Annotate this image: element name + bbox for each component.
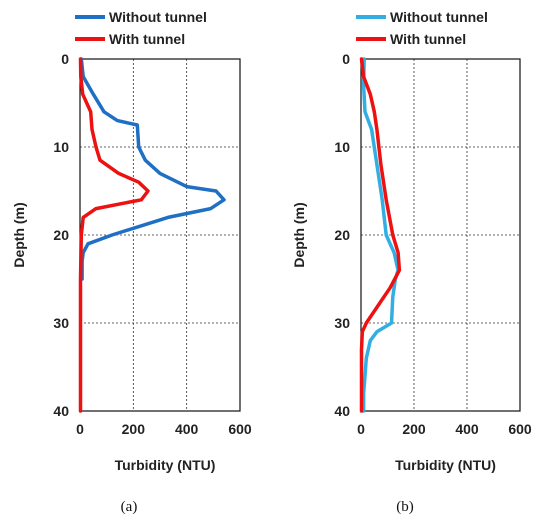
series-line-with-tunnel bbox=[359, 57, 402, 413]
y-tick-label: 30 bbox=[334, 315, 350, 331]
y-tick-label: 40 bbox=[334, 403, 350, 419]
y-tick-label: 0 bbox=[342, 51, 350, 67]
y-tick-label: 10 bbox=[334, 139, 350, 155]
y-tick-label: 20 bbox=[334, 227, 350, 243]
legend-label: Without tunnel bbox=[390, 9, 488, 25]
series-line-with-tunnel bbox=[78, 57, 150, 413]
y-axis-label: Depth (m) bbox=[291, 202, 307, 267]
legend-label: With tunnel bbox=[390, 31, 466, 47]
y-tick-label: 30 bbox=[53, 315, 69, 331]
x-tick-label: 600 bbox=[508, 421, 532, 437]
y-axis-label: Depth (m) bbox=[11, 202, 27, 267]
plot-frame bbox=[360, 58, 521, 412]
x-tick-label: 400 bbox=[455, 421, 479, 437]
x-tick-label: 400 bbox=[175, 421, 199, 437]
x-tick-label: 0 bbox=[76, 421, 84, 437]
x-tick-label: 200 bbox=[122, 421, 146, 437]
x-tick-label: 0 bbox=[357, 421, 365, 437]
y-tick-label: 20 bbox=[53, 227, 69, 243]
y-tick-label: 0 bbox=[61, 51, 69, 67]
x-axis-label: Turbidity (NTU) bbox=[395, 457, 496, 473]
x-axis-label: Turbidity (NTU) bbox=[115, 457, 216, 473]
series-line-without-tunnel bbox=[79, 57, 226, 281]
x-tick-label: 200 bbox=[402, 421, 426, 437]
panel-caption: (a) bbox=[121, 499, 138, 515]
x-tick-label: 600 bbox=[228, 421, 252, 437]
legend-label: Without tunnel bbox=[109, 9, 207, 25]
y-tick-label: 10 bbox=[53, 139, 69, 155]
y-tick-label: 40 bbox=[53, 403, 69, 419]
panel-caption: (b) bbox=[396, 499, 414, 515]
legend-label: With tunnel bbox=[109, 31, 185, 47]
